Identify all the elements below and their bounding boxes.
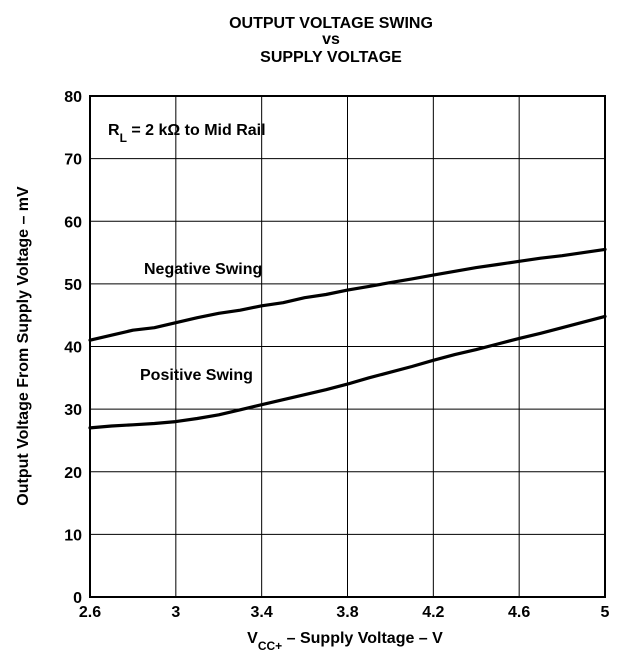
subscript-text: L [120,131,127,145]
y-axis-label: Output Voltage From Supply Voltage – mV [15,186,32,506]
y-tick-label: 50 [64,277,82,294]
subscript-text: CC+ [258,639,282,653]
series-label-positive-swing: Positive Swing [140,367,253,384]
text-span: R [108,122,120,139]
y-tick-labels: 0 10 20 30 40 50 60 70 80 [64,89,82,607]
plot-frame [89,95,606,598]
x-tick-label: 3 [171,604,180,621]
grid [90,96,605,597]
text-span: – Supply Voltage – V [282,630,443,647]
chart-title-line-2: vs [322,31,340,48]
y-tick-label: 80 [64,89,82,106]
series-group [88,247,607,430]
x-axis-label: VCC+ – Supply Voltage – V [247,630,443,653]
y-tick-label: 40 [64,340,82,357]
text-span: = 2 kΩ to Mid Rail [127,122,266,139]
y-tick-label: 10 [64,527,82,544]
x-tick-labels: 2.6 3 3.4 3.8 4.2 4.6 5 [79,604,610,621]
y-tick-label: 30 [64,402,82,419]
x-tick-label: 5 [601,604,610,621]
text-span: V [247,630,258,647]
condition-annotation: RL = 2 kΩ to Mid Rail [108,122,266,145]
x-tick-label: 3.8 [336,604,358,621]
series-label-negative-swing: Negative Swing [144,261,262,278]
series-line-negative-swing [88,247,607,342]
x-tick-label: 4.6 [508,604,530,621]
series-line-positive-swing [88,314,607,430]
x-tick-label: 4.2 [422,604,444,621]
x-tick-label: 2.6 [79,604,101,621]
y-tick-label: 0 [73,590,82,607]
chart-title-line-3: SUPPLY VOLTAGE [260,49,402,66]
y-tick-label: 70 [64,152,82,169]
x-tick-label: 3.4 [251,604,273,621]
y-tick-label: 20 [64,465,82,482]
y-tick-label: 60 [64,214,82,231]
chart-title-line-1: OUTPUT VOLTAGE SWING [229,15,433,32]
